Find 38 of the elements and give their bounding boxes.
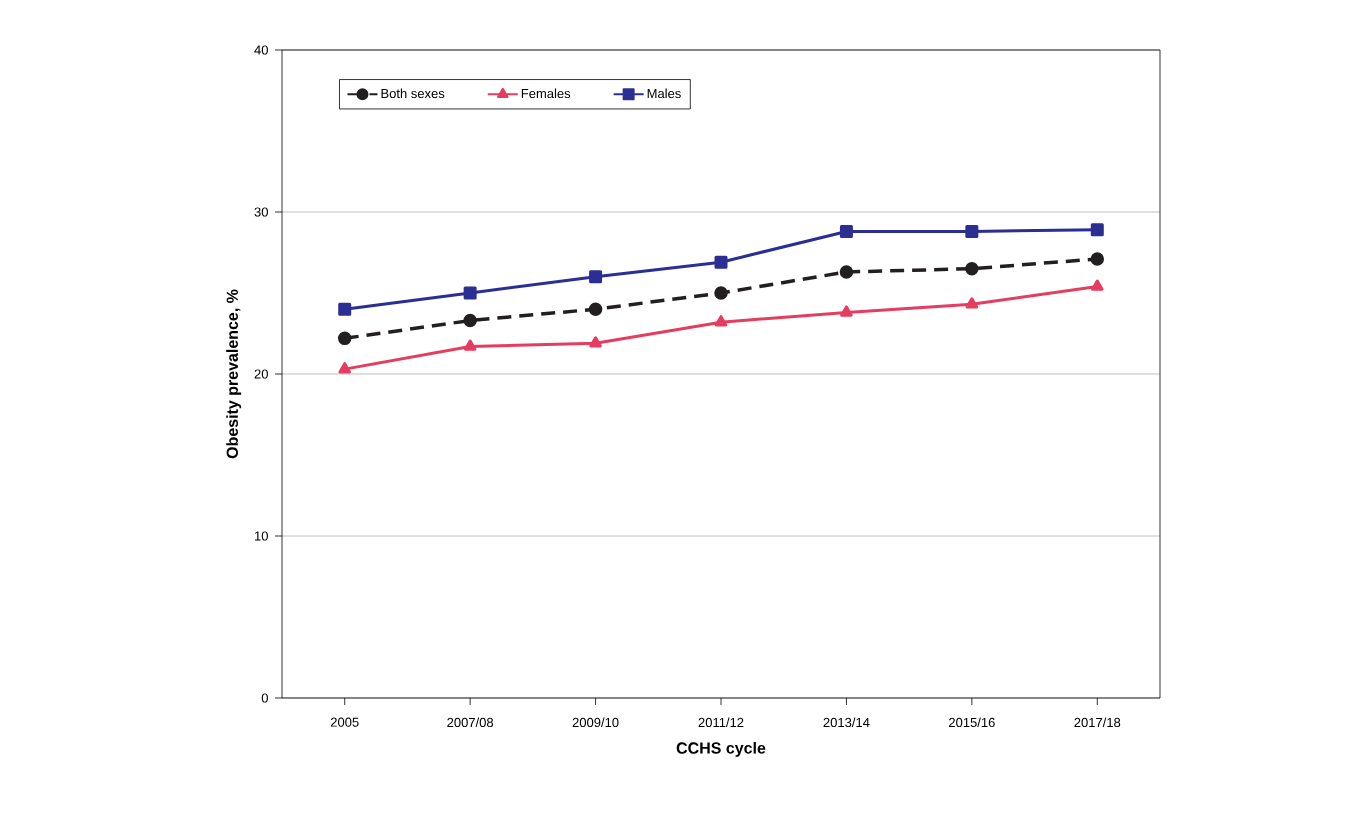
point (839, 224, 853, 238)
point (588, 302, 603, 316)
legend-label: Males (647, 88, 681, 99)
point (714, 315, 728, 327)
point (714, 286, 728, 300)
legend-label: Both sexes (381, 88, 445, 99)
x-axis-title: CCHS cycle (676, 741, 766, 757)
x-tick-label: 2011/12 (698, 717, 744, 728)
point (965, 261, 979, 276)
y-axis-title: Obesity prevalence, % (226, 289, 242, 459)
x-tick-label: 2009/10 (572, 717, 619, 728)
x-tick-label: 2013/14 (823, 717, 870, 728)
point (338, 362, 351, 374)
point (840, 305, 853, 317)
point (337, 331, 352, 346)
point (1090, 223, 1104, 237)
y-tick-label: 40 (254, 45, 268, 55)
point (1091, 279, 1104, 291)
legend-label: Females (521, 88, 571, 99)
point (965, 224, 979, 238)
point (338, 302, 352, 316)
x-tick-label: 2015/16 (949, 717, 995, 728)
point (839, 265, 854, 279)
point (965, 297, 979, 309)
point (463, 339, 477, 351)
point (463, 286, 477, 300)
y-tick-label: 20 (254, 369, 268, 379)
x-tick-label: 2005 (330, 717, 359, 727)
point (714, 255, 728, 269)
point (463, 313, 477, 328)
y-tick-label: 30 (254, 207, 268, 217)
x-tick-label: 2017/18 (1074, 717, 1121, 728)
y-tick-label: 10 (255, 531, 268, 541)
x-tick-label: 2007/08 (447, 717, 494, 728)
y-tick-label: 0 (261, 693, 268, 703)
point (589, 336, 602, 348)
point (589, 270, 603, 284)
point (1090, 252, 1105, 266)
